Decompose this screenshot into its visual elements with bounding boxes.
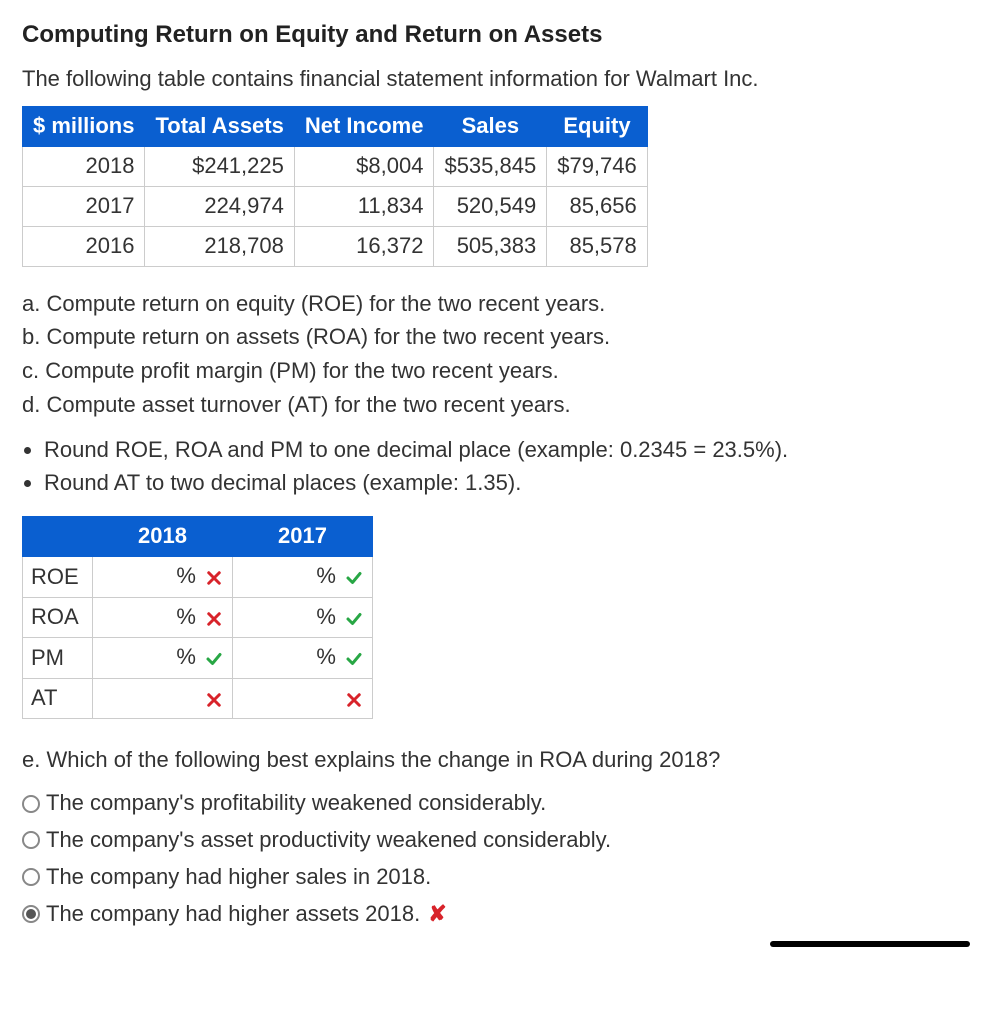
footer-divider	[22, 935, 976, 947]
check-icon	[345, 650, 363, 668]
question-b: b. Compute return on assets (ROA) for th…	[22, 322, 976, 353]
cell-equity: 85,656	[547, 186, 648, 226]
table-row: 2016 218,708 16,372 505,383 85,578	[23, 226, 648, 266]
cell-assets: 224,974	[145, 186, 294, 226]
options-group: The company's profitability weakened con…	[22, 788, 976, 929]
radio-button[interactable]	[22, 795, 40, 813]
table-row: 2018 $241,225 $8,004 $535,845 $79,746	[23, 147, 648, 187]
option-row[interactable]: The company had higher sales in 2018.	[22, 862, 976, 893]
radio-button[interactable]	[22, 868, 40, 886]
rounding-note-1: Round ROE, ROA and PM to one decimal pla…	[44, 435, 976, 466]
option-label: The company had higher assets 2018.	[46, 899, 420, 930]
cell-year: 2018	[23, 147, 145, 187]
results-cell-2018[interactable]: %	[93, 597, 233, 638]
cell-sales: $535,845	[434, 147, 547, 187]
col-header-assets: Total Assets	[145, 107, 294, 147]
cell-assets: 218,708	[145, 226, 294, 266]
results-cell-2017[interactable]	[233, 678, 373, 719]
results-row: PM% %	[23, 638, 373, 679]
results-row: AT	[23, 678, 373, 719]
results-cell-2018[interactable]	[93, 678, 233, 719]
question-list: a. Compute return on equity (ROE) for th…	[22, 289, 976, 421]
rounding-notes: Round ROE, ROA and PM to one decimal pla…	[22, 435, 976, 499]
cell-equity: 85,578	[547, 226, 648, 266]
cross-icon	[345, 691, 363, 709]
col-header-sales: Sales	[434, 107, 547, 147]
results-row-label: AT	[23, 678, 93, 719]
question-e: e. Which of the following best explains …	[22, 745, 976, 776]
results-row: ROE% %	[23, 557, 373, 598]
cross-icon	[205, 691, 223, 709]
results-cell-2018[interactable]: %	[93, 638, 233, 679]
results-header-2017: 2017	[233, 517, 373, 557]
check-icon	[205, 650, 223, 668]
cell-year: 2016	[23, 226, 145, 266]
financial-data-table: $ millions Total Assets Net Income Sales…	[22, 106, 648, 266]
option-row[interactable]: The company's profitability weakened con…	[22, 788, 976, 819]
question-a: a. Compute return on equity (ROE) for th…	[22, 289, 976, 320]
cell-equity: $79,746	[547, 147, 648, 187]
check-icon	[345, 610, 363, 628]
cell-assets: $241,225	[145, 147, 294, 187]
results-cell-2017[interactable]: %	[233, 597, 373, 638]
results-corner	[23, 517, 93, 557]
cell-income: 11,834	[294, 186, 434, 226]
results-row: ROA% %	[23, 597, 373, 638]
results-row-label: ROA	[23, 597, 93, 638]
table-row: 2017 224,974 11,834 520,549 85,656	[23, 186, 648, 226]
question-c: c. Compute profit margin (PM) for the tw…	[22, 356, 976, 387]
option-label: The company's asset productivity weakene…	[46, 825, 611, 856]
radio-button[interactable]	[22, 831, 40, 849]
check-icon	[345, 569, 363, 587]
col-header-millions: $ millions	[23, 107, 145, 147]
cell-income: 16,372	[294, 226, 434, 266]
rounding-note-2: Round AT to two decimal places (example:…	[44, 468, 976, 499]
option-row[interactable]: The company had higher assets 2018. ✘	[22, 899, 976, 930]
option-row[interactable]: The company's asset productivity weakene…	[22, 825, 976, 856]
cell-income: $8,004	[294, 147, 434, 187]
results-cell-2018[interactable]: %	[93, 557, 233, 598]
option-label: The company had higher sales in 2018.	[46, 862, 431, 893]
results-header-2018: 2018	[93, 517, 233, 557]
radio-button[interactable]	[22, 905, 40, 923]
col-header-income: Net Income	[294, 107, 434, 147]
option-label: The company's profitability weakened con…	[46, 788, 546, 819]
results-row-label: ROE	[23, 557, 93, 598]
cross-icon	[205, 569, 223, 587]
intro-text: The following table contains financial s…	[22, 64, 976, 95]
cell-year: 2017	[23, 186, 145, 226]
page-title: Computing Return on Equity and Return on…	[22, 18, 976, 52]
cell-sales: 520,549	[434, 186, 547, 226]
cross-icon: ✘	[428, 899, 446, 930]
results-table: 2018 2017 ROE% % ROA% % PM% % AT	[22, 516, 373, 719]
results-cell-2017[interactable]: %	[233, 638, 373, 679]
question-d: d. Compute asset turnover (AT) for the t…	[22, 390, 976, 421]
cell-sales: 505,383	[434, 226, 547, 266]
results-cell-2017[interactable]: %	[233, 557, 373, 598]
results-row-label: PM	[23, 638, 93, 679]
cross-icon	[205, 610, 223, 628]
col-header-equity: Equity	[547, 107, 648, 147]
